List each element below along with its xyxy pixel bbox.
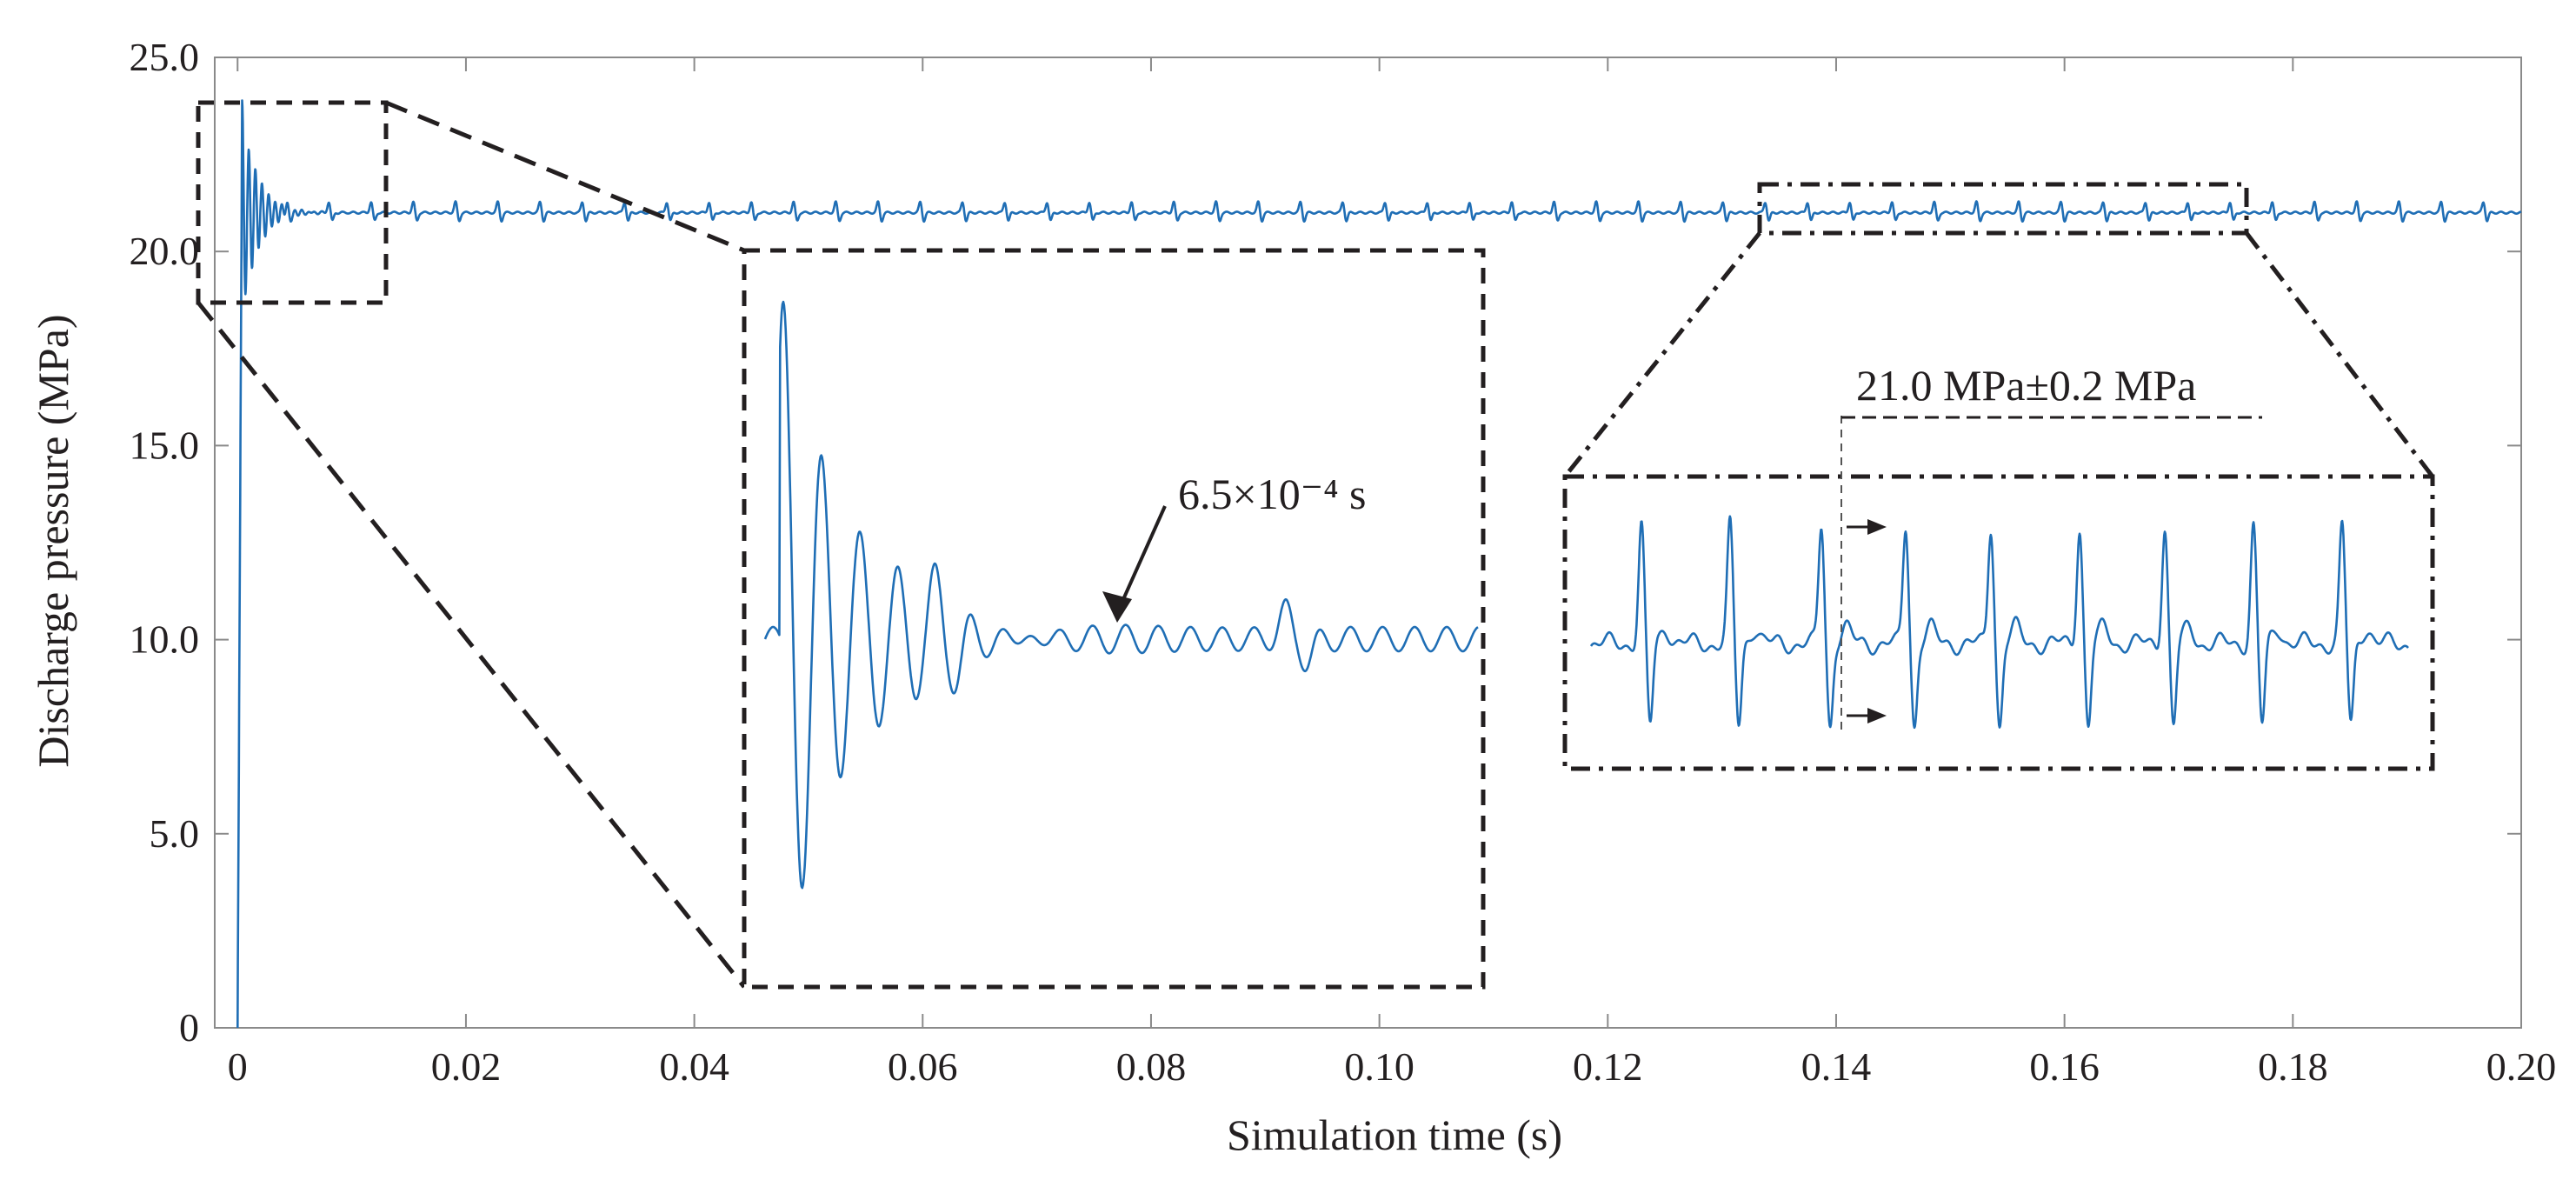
x-tick-label: 0.02 <box>431 1044 502 1089</box>
startup-zoom-connector-bottom <box>196 301 746 989</box>
steady-zoom-connector-right <box>2245 231 2434 478</box>
y-tick-label: 25.0 <box>130 35 200 79</box>
y-tick-label: 0 <box>179 1005 199 1050</box>
x-tick-label: 0.18 <box>2258 1044 2328 1089</box>
band-lower-arrow-head <box>1867 708 1887 723</box>
y-axis-title: Discharge pressure (MPa) <box>29 314 77 767</box>
x-tick-label: 0.06 <box>888 1044 958 1089</box>
settling-time-annotation: 6.5×10⁻⁴ s <box>1178 470 1366 518</box>
x-axis-ticks: 0 0.02 0.04 0.06 0.08 0.10 0.12 0.14 0.16 0.18 0.2… <box>228 57 2556 1089</box>
y-tick-label: 10.0 <box>130 617 200 662</box>
x-tick-label: 0.04 <box>659 1044 729 1089</box>
x-tick-label: 0.20 <box>2486 1044 2557 1089</box>
startup-zoom-connector-top <box>385 100 745 253</box>
x-axis-title: Simulation time (s) <box>1227 1110 1562 1159</box>
x-tick-label: 0.10 <box>1344 1044 1414 1089</box>
startup-zoom-box <box>196 100 389 305</box>
band-upper-arrow-head <box>1867 519 1887 535</box>
plot-frame <box>214 57 2522 1029</box>
x-tick-label: 0 <box>228 1044 248 1089</box>
y-axis-ticks: 0 5.0 10.0 15.0 20.0 25.0 <box>130 35 2521 1050</box>
y-tick-label: 5.0 <box>150 811 200 856</box>
startup-inset-line <box>763 300 1479 890</box>
steady-zoom-connector-left <box>1563 231 1761 478</box>
settling-arrow-head <box>1102 591 1132 623</box>
y-tick-label: 15.0 <box>130 423 200 467</box>
y-tick-label: 20.0 <box>130 229 200 273</box>
x-tick-label: 0.12 <box>1573 1044 1643 1089</box>
steady-zoom-box <box>1757 182 2249 236</box>
steady-inset-line <box>1589 515 2409 730</box>
startup-inset-frame <box>742 248 1486 990</box>
settling-arrow <box>1115 505 1167 614</box>
discharge-pressure-line <box>236 99 2522 1029</box>
x-tick-label: 0.08 <box>1116 1044 1187 1089</box>
x-tick-label: 0.14 <box>1801 1044 1872 1089</box>
band-annotation: 21.0 MPa±0.2 MPa <box>1856 361 2196 410</box>
x-tick-label: 0.16 <box>2029 1044 2100 1089</box>
